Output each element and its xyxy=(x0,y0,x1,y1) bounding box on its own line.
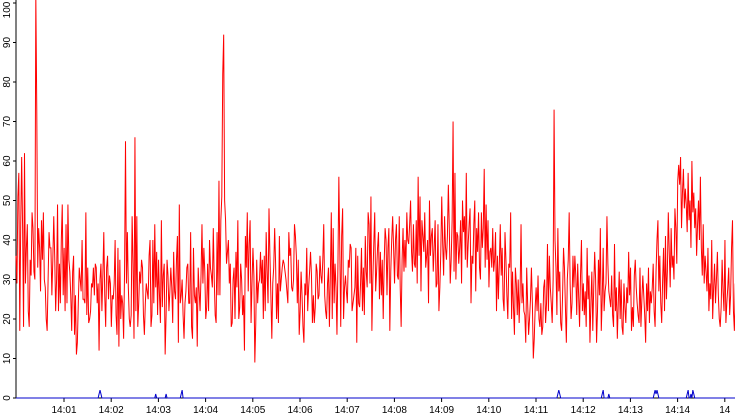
y-tick-label: 70 xyxy=(2,116,13,128)
y-tick-label: 80 xyxy=(2,76,13,88)
plot-area xyxy=(15,0,735,399)
y-axis: 0 10 20 30 40 50 60 70 80 90 100 xyxy=(2,0,17,401)
y-tick-label: 0 xyxy=(2,395,13,401)
series-line-1 xyxy=(15,0,735,363)
y-tick-label: 10 xyxy=(2,353,13,365)
x-tick-label: 14:13 xyxy=(618,405,643,415)
x-tick-label: 14:09 xyxy=(429,405,454,415)
x-tick-label: 14:07 xyxy=(335,405,360,415)
x-tick-label: 14:06 xyxy=(287,405,312,415)
y-tick-label: 20 xyxy=(2,313,13,325)
x-tick-label: 14:10 xyxy=(476,405,501,415)
y-tick-label: 30 xyxy=(2,274,13,286)
x-tick-label: 14:11 xyxy=(524,405,549,415)
y-tick-label: 60 xyxy=(2,155,13,167)
x-axis: 14:01 14:02 14:03 14:04 14:05 14:06 14:07 14:08… xyxy=(16,397,735,416)
x-tick-label: 14:14 xyxy=(665,405,690,415)
x-tick-label: 14:12 xyxy=(571,405,596,415)
y-tick-label: 50 xyxy=(2,195,13,207)
x-tick-label: 14 xyxy=(719,405,731,415)
x-tick-label: 14:04 xyxy=(193,405,218,415)
x-tick-label: 14:01 xyxy=(51,405,76,415)
x-tick-label: 14:08 xyxy=(382,405,407,415)
x-tick-label: 14:05 xyxy=(240,405,265,415)
y-tick-label: 90 xyxy=(2,37,13,49)
x-tick-label: 14:02 xyxy=(99,405,124,415)
y-tick-label: 100 xyxy=(2,1,13,18)
y-tick-label: 40 xyxy=(2,234,13,246)
x-tick-label: 14:03 xyxy=(146,405,171,415)
series-line-2 xyxy=(16,389,735,399)
